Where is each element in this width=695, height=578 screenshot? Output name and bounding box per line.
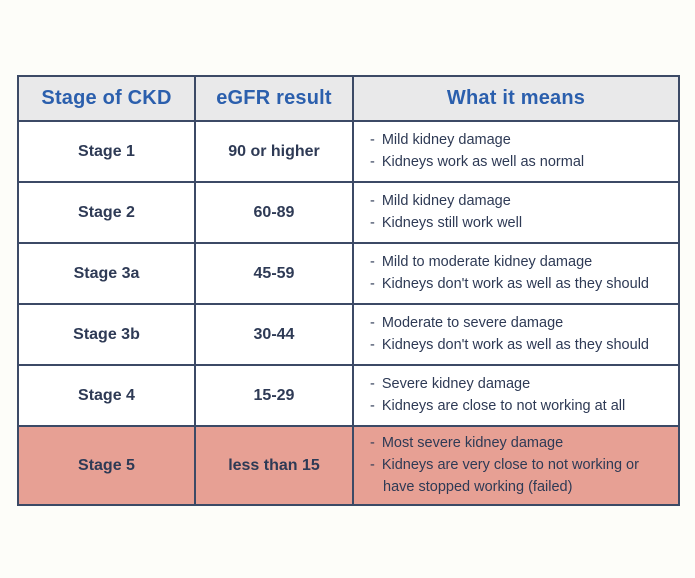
- stage-cell: Stage 3b: [17, 303, 196, 366]
- meaning-text: Kidneys still work well: [381, 214, 523, 231]
- stage-cell: Stage 5: [17, 424, 196, 507]
- bullet-dash: -: [370, 253, 375, 270]
- egfr-cell: 90 or higher: [194, 120, 354, 183]
- meaning-cell: - Mild to moderate kidney damage - Kidneys…: [352, 242, 680, 305]
- meaning-line: - Kidneys are close to not working at all: [370, 396, 670, 418]
- egfr-cell: 30-44: [194, 303, 354, 366]
- meaning-text: Severe kidney damage: [381, 375, 531, 392]
- header-egfr-result: eGFR result: [194, 75, 354, 122]
- meaning-text: Kidneys don't work as well as they shoul…: [381, 275, 649, 292]
- stage-cell: Stage 1: [17, 120, 196, 183]
- egfr-cell: less than 15: [194, 424, 354, 507]
- meaning-cell: - Mild kidney damage - Kidneys work as wel…: [352, 120, 680, 183]
- table-row-stage-4: Stage 4 15-29 - Severe kidney damage - Kid…: [17, 364, 680, 427]
- meaning-line: - Kidneys work as well as normal: [370, 152, 670, 174]
- egfr-cell: 60-89: [194, 181, 354, 244]
- table-row-stage-3a: Stage 3a 45-59 - Mild to moderate kidney …: [17, 242, 680, 305]
- meaning-line: - Mild to moderate kidney damage: [370, 252, 670, 274]
- meaning-cell: - Severe kidney damage - Kidneys are close…: [352, 364, 680, 427]
- meaning-cell: - Moderate to severe damage - Kidneys don'…: [352, 303, 680, 366]
- bullet-dash: -: [370, 275, 375, 292]
- bullet-dash: -: [370, 214, 375, 231]
- bullet-dash: -: [370, 192, 375, 209]
- meaning-line: - Kidneys still work well: [370, 213, 670, 235]
- bullet-dash: -: [370, 153, 375, 170]
- header-what-it-means: What it means: [352, 75, 680, 122]
- meaning-text: Mild to moderate kidney damage: [381, 253, 593, 270]
- meaning-cell: - Mild kidney damage - Kidneys still work …: [352, 181, 680, 244]
- table-row-stage-1: Stage 1 90 or higher - Mild kidney damage…: [17, 120, 680, 183]
- table-row-stage-5: Stage 5 less than 15 - Most severe kidney…: [17, 424, 680, 507]
- meaning-text: Kidneys don't work as well as they shoul…: [381, 336, 649, 353]
- bullet-dash: -: [370, 456, 375, 473]
- ckd-stages-table-container: Stage of CKD eGFR result What it means S…: [17, 75, 680, 507]
- stage-cell: Stage 2: [17, 181, 196, 244]
- meaning-text: Kidneys are very close to not working or…: [381, 456, 639, 495]
- meaning-text: Kidneys work as well as normal: [381, 153, 585, 170]
- table-row-stage-2: Stage 2 60-89 - Mild kidney damage - Kidne…: [17, 181, 680, 244]
- meaning-text: Kidneys are close to not working at all: [381, 397, 626, 414]
- bullet-dash: -: [370, 397, 375, 414]
- stage-cell: Stage 3a: [17, 242, 196, 305]
- meaning-line: - Most severe kidney damage: [370, 433, 670, 455]
- egfr-cell: 45-59: [194, 242, 354, 305]
- meaning-text: Mild kidney damage: [381, 131, 511, 148]
- meaning-cell: - Most severe kidney damage - Kidneys are …: [352, 424, 680, 507]
- table-header-row: Stage of CKD eGFR result What it means: [17, 75, 680, 122]
- bullet-dash: -: [370, 375, 375, 392]
- meaning-text: Most severe kidney damage: [381, 435, 564, 451]
- ckd-stages-table: Stage of CKD eGFR result What it means S…: [17, 75, 680, 507]
- meaning-line: - Kidneys don't work as well as they shou…: [370, 274, 670, 296]
- bullet-dash: -: [370, 435, 375, 451]
- header-stage-of-ckd: Stage of CKD: [17, 75, 196, 122]
- bullet-dash: -: [370, 314, 375, 331]
- bullet-dash: -: [370, 336, 375, 353]
- meaning-text: Moderate to severe damage: [381, 314, 564, 331]
- meaning-text: Mild kidney damage: [381, 192, 511, 209]
- meaning-line: - Mild kidney damage: [370, 130, 670, 152]
- stage-cell: Stage 4: [17, 364, 196, 427]
- meaning-line: - Kidneys don't work as well as they shou…: [370, 335, 670, 357]
- meaning-line: - Mild kidney damage: [370, 191, 670, 213]
- meaning-line: - Severe kidney damage: [370, 374, 670, 396]
- table-row-stage-3b: Stage 3b 30-44 - Moderate to severe damag…: [17, 303, 680, 366]
- bullet-dash: -: [370, 131, 375, 148]
- meaning-line: - Kidneys are very close to not working o…: [370, 455, 670, 499]
- meaning-line: - Moderate to severe damage: [370, 313, 670, 335]
- egfr-cell: 15-29: [194, 364, 354, 427]
